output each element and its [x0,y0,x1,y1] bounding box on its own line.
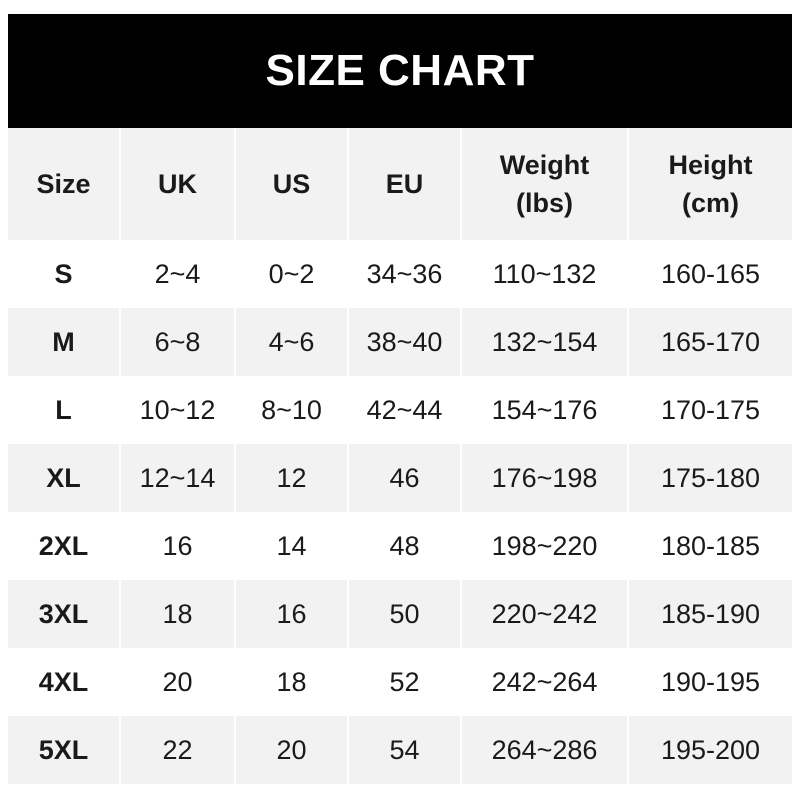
size-cell: XL [8,444,120,512]
table-cell: 8~10 [234,376,348,444]
table-cell: 110~132 [460,240,628,308]
size-cell: 2XL [38,530,89,561]
table-cell: 185-190 [627,580,792,648]
size-cell: 4XL [38,666,89,697]
chart-title: SIZE CHART [8,14,792,128]
column-header-text: Weight [499,150,590,180]
table-cell: 14 [234,512,348,580]
table-cell: 180-185 [627,512,792,580]
table-cell: 242~264 [460,648,628,716]
table-cell: 10~12 [119,376,235,444]
size-cell: 5XL [8,716,120,784]
table-cell: 6~8 [119,308,235,376]
table-cell: 132~154 [460,308,628,376]
column-header-text: EU [385,169,424,199]
table-cell: 34~36 [347,240,461,308]
table-cell: 52 [347,648,461,716]
table-cell: 160-165 [627,240,792,308]
table-cell: 38~40 [347,308,461,376]
table-row: 2XL 16 14 48 198~220 180-185 [8,512,792,580]
table-row: XL 12~14 12 46 176~198 175-180 [8,444,792,512]
table-cell: 4~6 [234,308,348,376]
column-header: US [234,128,348,240]
table-cell: 198~220 [460,512,628,580]
size-cell: L [55,394,72,425]
column-header-text: (lbs) [516,188,573,218]
size-chart: SIZE CHART Size UK US EU Weight (lbs) Height (c… [8,14,792,784]
column-header: EU [347,128,461,240]
table-row: L 10~12 8~10 42~44 154~176 170-175 [8,376,792,444]
table-cell: 154~176 [460,376,628,444]
table-cell: 20 [119,648,235,716]
table-cell: 46 [347,444,461,512]
table-row: 5XL 22 20 54 264~286 195-200 [8,716,792,784]
table-cell: 42~44 [347,376,461,444]
table-row: S 2~4 0~2 34~36 110~132 160-165 [8,240,792,308]
table-row: 4XL 20 18 52 242~264 190-195 [8,648,792,716]
table-cell: 220~242 [460,580,628,648]
table-cell: 190-195 [627,648,792,716]
column-header-text: (cm) [681,188,739,218]
size-cell: M [8,308,120,376]
column-header-text: Height [668,150,753,180]
column-header: UK [119,128,235,240]
size-table: Size UK US EU Weight (lbs) Height (cm) S 2~4 0~2 3… [8,128,792,784]
table-cell: 2~4 [119,240,235,308]
table-row: M 6~8 4~6 38~40 132~154 165-170 [8,308,792,376]
table-cell: 0~2 [234,240,348,308]
table-cell: 195-200 [627,716,792,784]
table-cell: 175-180 [627,444,792,512]
table-cell: 165-170 [627,308,792,376]
table-cell: 16 [234,580,348,648]
column-header-text: UK [158,169,197,199]
table-cell: 170-175 [627,376,792,444]
table-row: 3XL 18 16 50 220~242 185-190 [8,580,792,648]
table-cell: 12~14 [119,444,235,512]
table-cell: 18 [119,580,235,648]
table-cell: 54 [347,716,461,784]
table-cell: 176~198 [460,444,628,512]
header-row: Size UK US EU Weight (lbs) Height (cm) [8,128,792,240]
size-cell: S [54,258,73,289]
column-header: Height (cm) [627,128,792,240]
table-cell: 264~286 [460,716,628,784]
table-cell: 18 [234,648,348,716]
table-cell: 16 [119,512,235,580]
table-cell: 50 [347,580,461,648]
table-cell: 20 [234,716,348,784]
column-header: Size [8,128,120,240]
table-cell: 48 [347,512,461,580]
column-header: Weight (lbs) [460,128,628,240]
table-cell: 12 [234,444,348,512]
column-header-text: US [272,169,311,199]
column-header-text: Size [36,169,91,199]
size-cell: 3XL [8,580,120,648]
table-cell: 22 [119,716,235,784]
